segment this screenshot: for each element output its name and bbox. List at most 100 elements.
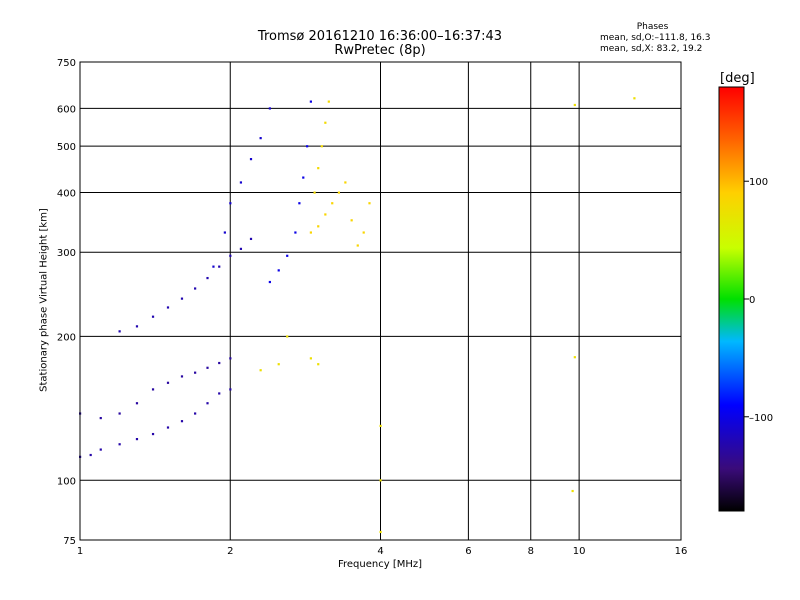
y-tick-label-0: 75 — [63, 536, 76, 547]
data-point-4-2 — [286, 254, 289, 257]
colorbar-title: [deg] — [720, 71, 755, 86]
data-point-4-0 — [268, 280, 271, 284]
data-point-3-4 — [249, 158, 253, 161]
data-point-0-3 — [118, 443, 121, 446]
colorbar-tick-label-2: –100 — [749, 413, 773, 424]
data-point-5-8 — [362, 231, 365, 234]
plot-frame — [79, 61, 682, 541]
data-point-4-5 — [302, 176, 305, 179]
x-axis-label: Frequency [MHz] — [337, 559, 423, 570]
y-tick-label-7: 750 — [57, 58, 76, 69]
data-point-4-6 — [306, 145, 309, 148]
y-tick-label-3: 300 — [57, 248, 76, 259]
data-point-2-7 — [218, 265, 221, 268]
colorbar-ticks: 100 0 –100 — [744, 177, 773, 424]
data-point-6-0 — [313, 191, 316, 194]
data-point-5-2 — [324, 213, 327, 216]
x-tick-label-2: 4 — [377, 546, 383, 557]
data-point-6-3 — [324, 121, 327, 124]
x-tick-labels: 1 2 4 6 8 10 16 — [77, 546, 688, 557]
data-point-3-3 — [239, 181, 243, 184]
data-point-2-2 — [151, 315, 155, 318]
data-point-3-5 — [259, 137, 262, 140]
data-point-2-6 — [206, 276, 209, 280]
x-tick-label-6: 16 — [675, 546, 688, 557]
data-point-1-3 — [135, 402, 139, 405]
data-point-5-6 — [350, 219, 353, 222]
y-tick-label-1: 100 — [57, 476, 76, 487]
y-tick-label-5: 500 — [57, 142, 76, 153]
x-tick-label-0: 1 — [77, 546, 83, 557]
data-point-0-8 — [194, 412, 197, 415]
data-point-7-7 — [633, 97, 636, 100]
data-point-0-9 — [206, 402, 209, 405]
data-point-5-0 — [309, 231, 312, 234]
x-tick-label-1: 2 — [227, 546, 233, 557]
data-point-0-7 — [180, 420, 184, 423]
data-point-7-2 — [309, 357, 312, 360]
y-axis-label: Stationary phase Virtual Height [km] — [38, 208, 50, 392]
phases-o-line: mean, sd,O:–111.8, 16.3 — [600, 33, 711, 43]
data-point-5-5 — [344, 181, 347, 184]
data-point-3-2 — [229, 202, 232, 205]
data-point-0-10 — [218, 392, 221, 395]
data-point-2-9 — [239, 247, 243, 250]
data-point-5-7 — [356, 244, 359, 247]
data-point-4-1 — [277, 269, 280, 272]
data-point-7-3 — [317, 363, 320, 366]
data-point-6-4 — [327, 100, 330, 103]
colorbar-tick-label-0: 100 — [749, 177, 768, 188]
phases-heading: Phases — [636, 22, 669, 32]
data-point-3-6 — [268, 107, 271, 110]
chart-title: Tromsø 20161210 16:36:00–16:37:43 — [257, 29, 503, 44]
phases-x-line: mean, sd,X: 83.2, 19.2 — [600, 44, 703, 54]
data-point-5-4 — [337, 191, 341, 194]
data-point-4-4 — [298, 202, 301, 205]
data-point-6-1 — [317, 167, 320, 170]
data-point-2-3 — [166, 306, 170, 309]
data-point-7-10 — [379, 479, 382, 482]
colorbar — [718, 86, 745, 512]
data-point-2-5 — [194, 287, 197, 290]
data-point-0-5 — [151, 432, 155, 436]
y-tick-label-4: 400 — [57, 188, 76, 199]
data-point-1-1 — [99, 416, 102, 420]
data-point-5-1 — [317, 225, 320, 228]
data-point-0-4 — [135, 437, 139, 441]
data-point-7-4 — [259, 369, 262, 372]
data-point-1-7 — [194, 371, 197, 374]
data-point-7-9 — [573, 356, 576, 359]
colorbar-tick-label-1: 0 — [749, 295, 755, 306]
data-point-2-4 — [180, 297, 184, 300]
y-tick-label-2: 200 — [57, 332, 76, 343]
y-tick-label-6: 600 — [57, 104, 76, 115]
data-points — [79, 97, 636, 534]
data-point-0-11 — [229, 388, 232, 391]
x-tick-label-5: 10 — [573, 546, 586, 557]
data-point-5-3 — [331, 202, 334, 205]
data-point-1-6 — [180, 375, 184, 378]
data-point-4-7 — [309, 100, 312, 103]
data-point-3-1 — [223, 231, 226, 234]
data-point-1-10 — [229, 357, 232, 360]
data-point-2-10 — [249, 237, 253, 241]
data-point-1-2 — [118, 412, 121, 415]
data-point-3-0 — [212, 265, 215, 268]
data-point-7-0 — [286, 335, 289, 338]
y-tick-labels: 75 100 200 300 400 500 600 750 — [57, 58, 76, 547]
data-point-1-5 — [166, 381, 170, 384]
data-point-7-8 — [571, 489, 574, 493]
data-point-7-11 — [379, 530, 382, 534]
data-point-2-1 — [135, 325, 139, 328]
phases-info: Phases mean, sd,O:–111.8, 16.3 mean, sd,… — [600, 22, 711, 55]
grid-lines — [79, 61, 682, 541]
data-point-4-3 — [294, 231, 297, 234]
data-point-5-9 — [368, 202, 371, 205]
data-point-2-8 — [229, 254, 232, 257]
data-point-0-1 — [89, 453, 92, 457]
data-point-2-0 — [118, 330, 121, 333]
chart-subtitle: RwPretec (8p) — [334, 43, 426, 58]
data-point-7-1 — [277, 363, 280, 366]
data-point-7-5 — [379, 424, 382, 428]
